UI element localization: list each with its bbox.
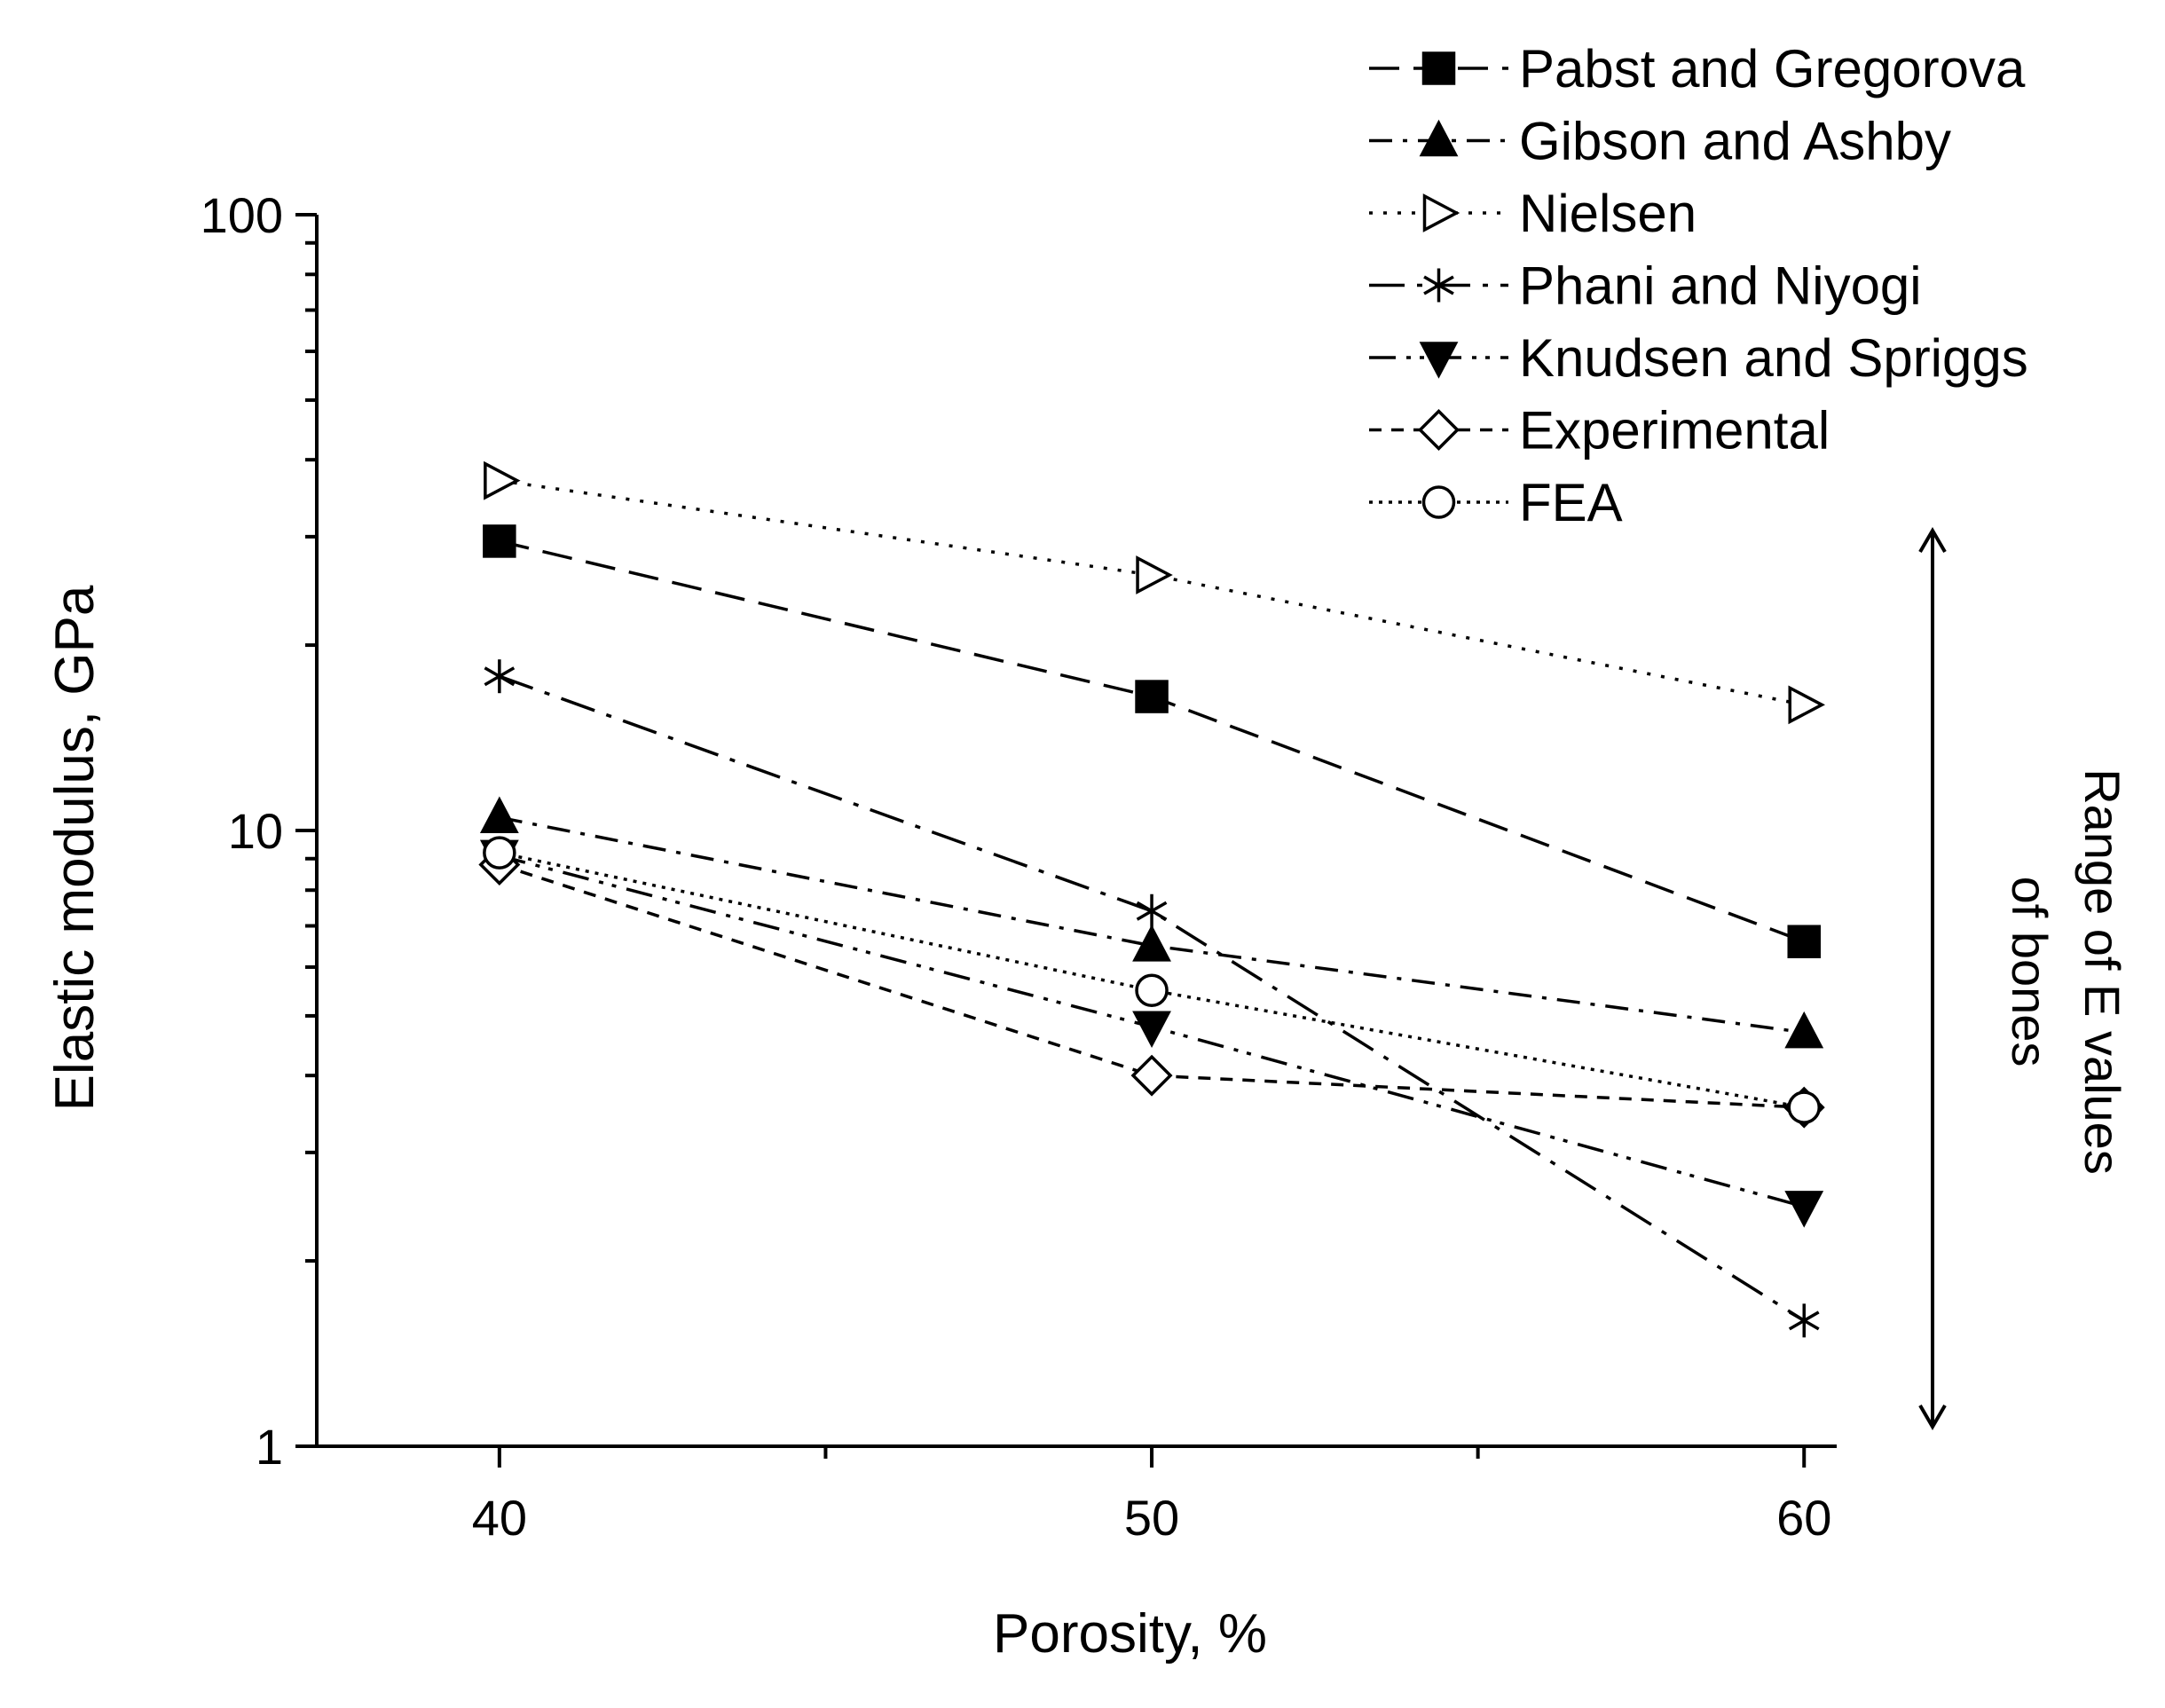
legend-marker-fea bbox=[1421, 485, 1456, 519]
data-point-nielsen-40 bbox=[484, 460, 521, 500]
data-point-experimental-50 bbox=[1130, 1054, 1173, 1097]
legend-marker-pabst-and-gregorova bbox=[1421, 51, 1456, 85]
legend-label-gibson-and-ashby: Gibson and Ashby bbox=[1519, 112, 1951, 171]
legend: Pabst and Gregorova Gibson and Ashby Niels… bbox=[1369, 39, 2028, 532]
data-point-gibson-and-ashby-40 bbox=[479, 796, 519, 834]
series-line-phani-and-niyogi bbox=[499, 674, 1806, 1322]
x-tick-label-60: 60 bbox=[1776, 1490, 1831, 1546]
legend-item-gibson-and-ashby: Gibson and Ashby bbox=[1369, 112, 1951, 171]
legend-label-phani-and-niyogi: Phani and Niyogi bbox=[1519, 256, 1922, 316]
data-point-pabst-and-gregorova-60 bbox=[1787, 925, 1821, 958]
data-point-nielsen-60 bbox=[1788, 685, 1825, 725]
data-point-pabst-and-gregorova-50 bbox=[1135, 680, 1169, 713]
legend-marker-experimental bbox=[1418, 409, 1460, 451]
series-markers bbox=[478, 460, 1825, 1338]
y-tick-label-100: 100 bbox=[201, 187, 283, 243]
legend-label-experimental: Experimental bbox=[1519, 401, 1830, 460]
data-point-gibson-and-ashby-60 bbox=[1784, 1011, 1824, 1049]
data-point-phani-and-niyogi-50 bbox=[1136, 893, 1168, 928]
data-point-fea-40 bbox=[483, 836, 516, 870]
legend-item-knudsen-and-spriggs: Knudsen and Spriggs bbox=[1369, 328, 2028, 388]
legend-marker-gibson-and-ashby bbox=[1419, 119, 1459, 157]
legend-label-pabst-and-gregorova: Pabst and Gregorova bbox=[1519, 39, 2026, 98]
x-tick-label-40: 40 bbox=[472, 1490, 527, 1546]
y-tick-label-10: 10 bbox=[228, 803, 283, 859]
series-line-experimental bbox=[499, 862, 1805, 1109]
legend-item-nielsen: Nielsen bbox=[1369, 184, 1697, 243]
range-annotation-line-2: of bones bbox=[2002, 877, 2058, 1067]
legend-marker-knudsen-and-spriggs bbox=[1419, 342, 1459, 379]
data-point-knudsen-and-spriggs-60 bbox=[1784, 1191, 1824, 1228]
legend-label-nielsen: Nielsen bbox=[1519, 184, 1697, 243]
range-annotation-line-1: Range of E values bbox=[2074, 768, 2130, 1175]
legend-item-fea: FEA bbox=[1369, 473, 1623, 532]
data-point-fea-50 bbox=[1135, 973, 1169, 1007]
y-tick-label-1: 1 bbox=[256, 1419, 283, 1475]
legend-label-knudsen-and-spriggs: Knudsen and Spriggs bbox=[1519, 328, 2028, 388]
range-annotation-text: Range of E values of bones bbox=[2002, 768, 2130, 1175]
data-point-fea-60 bbox=[1787, 1090, 1821, 1124]
legend-item-phani-and-niyogi: Phani and Niyogi bbox=[1369, 256, 1922, 316]
legend-item-experimental: Experimental bbox=[1369, 401, 1830, 460]
range-arrow-head-top bbox=[1918, 527, 1947, 554]
range-annotation: Range of E values of bones bbox=[1918, 527, 2130, 1430]
data-point-gibson-and-ashby-50 bbox=[1132, 925, 1171, 962]
y-axis-title: Elastic modulus, GPa bbox=[44, 585, 106, 1111]
x-tick-label-50: 50 bbox=[1124, 1490, 1179, 1546]
data-point-knudsen-and-spriggs-50 bbox=[1132, 1011, 1171, 1048]
legend-marker-nielsen bbox=[1422, 193, 1460, 232]
data-point-pabst-and-gregorova-40 bbox=[483, 524, 516, 558]
range-arrow-head-bottom bbox=[1918, 1404, 1947, 1430]
legend-item-pabst-and-gregorova: Pabst and Gregorova bbox=[1369, 39, 2026, 98]
data-point-phani-and-niyogi-40 bbox=[484, 659, 516, 694]
data-point-phani-and-niyogi-60 bbox=[1788, 1303, 1820, 1338]
axes: 40 50 60 1 10 100 bbox=[201, 187, 1837, 1546]
data-point-nielsen-50 bbox=[1136, 555, 1173, 594]
x-axis-title: Porosity, % bbox=[993, 1603, 1267, 1665]
legend-label-fea: FEA bbox=[1519, 473, 1623, 532]
series-line-pabst-and-gregorova bbox=[499, 539, 1805, 943]
legend-marker-phani-and-niyogi bbox=[1423, 268, 1454, 303]
